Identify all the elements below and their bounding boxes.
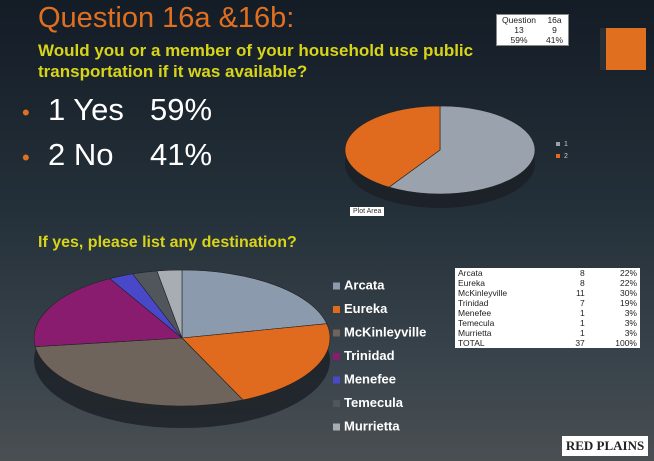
table-cell: 9 [552,25,557,35]
table-cell: 59% [510,35,528,45]
table-cell: TOTAL [458,338,485,348]
table-cell: 8 [580,268,585,278]
bullet-pct: 41% [150,137,213,172]
destination-table: Arcata 8 22% Eureka 8 22% McKinleyville 11 30% Tr… [455,268,640,348]
legend-swatch [333,400,340,407]
pie-slice [156,269,183,339]
table-row: Murrietta 1 3% [455,328,640,338]
pie-slice [34,337,244,407]
pie-slice [33,278,183,347]
bullet-label: 2 No [48,137,114,172]
legend-label: Menefee [344,371,396,386]
legend-swatch [333,329,340,337]
table-cell: 22% [619,268,637,278]
legend-label: Murrietta [344,418,400,433]
table-cell: 8 [580,278,585,288]
bullet-dot: • [22,145,30,170]
table-row: Trinidad 7 19% [455,298,640,308]
table-cell: 37 [575,338,585,348]
table-cell: Arcata [458,268,483,278]
summary-table: Question 16a 13 9 59% 41% [496,14,570,46]
legend-swatch [556,142,560,146]
table-cell: 19% [619,298,637,308]
table-row: 13 9 [497,25,569,35]
legend-label: 2 [564,153,568,160]
bullet-label: 1 Yes [48,92,124,127]
table-cell: 7 [580,298,585,308]
table-row: Arcata 8 22% [455,268,640,278]
table-cell: 13 [514,25,524,35]
table-row: 59% 41% [497,35,569,46]
bullet-dot: • [22,100,30,125]
pie-slice [388,105,536,195]
table-cell: Question [502,15,537,25]
legend-swatch [333,353,340,360]
table-row: Temecula 1 3% [455,318,640,328]
table-cell: McKinleyville [458,288,508,298]
pie-slice [344,105,441,188]
table-cell: 1 [580,328,585,338]
legend-label: McKinleyville [344,324,426,339]
plot-area-label: Plot Area [350,207,385,216]
question: Would you or a member of your household … [38,41,474,81]
table-cell: 30% [619,288,637,298]
decor-bar [600,28,646,70]
slide-title: Question 16a &16b: [38,2,295,34]
table-row: Question 16a [497,15,569,25]
table-cell: 22% [619,278,637,288]
table-cell: 1 [580,318,585,328]
table-cell: 3% [624,328,637,338]
table-row: Eureka 8 22% [455,278,640,288]
legend-swatch [333,376,340,384]
table-cell: 11 [575,288,585,298]
legend-swatch [333,306,340,313]
table-cell: 3% [624,308,637,318]
legend-swatch [333,282,340,290]
legend-swatch [333,423,340,431]
logo: RED PLAINS [562,436,648,456]
table-row: McKinleyville 11 30% [455,288,640,298]
question: If yes, please list any destination? [38,234,297,251]
table-cell: 100% [615,338,637,348]
legend-label: 1 [564,141,568,148]
legend-label: Eureka [344,301,388,316]
legend-label: Arcata [344,277,385,292]
table-cell: 41% [546,35,564,45]
table-cell: Trinidad [458,298,489,308]
pie-slice [181,323,331,401]
table-cell: 3% [624,318,637,328]
table-row: Menefee 1 3% [455,308,640,318]
table-cell: Murrietta [458,328,492,338]
legend-label: Trinidad [344,348,395,363]
table-cell: 1 [580,308,585,318]
bullet-pct: 59% [150,92,213,127]
legend-swatch [556,154,560,158]
pie-slice [181,269,328,339]
table-cell: 16a [547,15,562,25]
table-cell: Menefee [458,308,492,318]
table-row: TOTAL 37 100% [455,338,640,348]
legend-label: Temecula [344,395,404,410]
table-cell: Eureka [458,278,485,288]
table-cell: Temecula [458,318,495,328]
